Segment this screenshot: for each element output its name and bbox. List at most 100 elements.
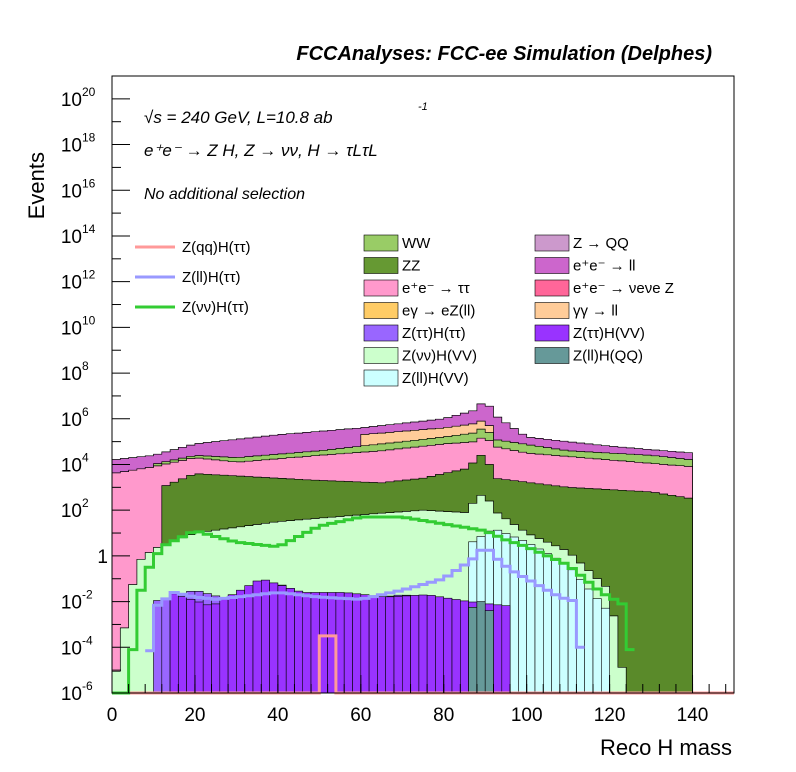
bar-2-bin — [401, 595, 411, 694]
bar-2-bin — [178, 596, 187, 694]
x-tick-label: 60 — [350, 705, 371, 726]
bar-3-bin — [484, 610, 494, 694]
bar-2-bin — [385, 596, 395, 694]
bar-0-bin — [600, 607, 610, 694]
legend-fill-label: γγ → ll — [573, 303, 618, 320]
bar-2-bin — [393, 595, 403, 694]
bar-2-bin — [227, 594, 237, 694]
legend-fill-label: Z(νν)H(VV) — [402, 348, 477, 365]
y-tick-label: 10 — [61, 181, 82, 202]
bar-0-bin — [526, 544, 536, 694]
bar-2-bin — [418, 594, 428, 694]
y-tick-exponent: 20 — [82, 85, 96, 99]
legend-line-label: Z(qq)H(ττ) — [182, 239, 251, 256]
y-tick-exponent: 8 — [82, 359, 89, 373]
y-tick-label: 10 — [61, 638, 82, 659]
bar-0-bin — [542, 553, 552, 694]
y-tick-label: 10 — [61, 136, 82, 157]
x-tick-label: 40 — [267, 705, 288, 726]
legend-fill-label: e⁺e⁻ → ll — [573, 258, 636, 275]
bar-2-bin — [426, 595, 436, 694]
y-tick-label: 10 — [61, 684, 82, 705]
bar-2-bin — [459, 600, 469, 694]
y-tick-exponent: -6 — [82, 679, 93, 693]
y-tick-exponent: 6 — [82, 405, 89, 419]
legend-fill-label: Z → QQ — [573, 235, 629, 252]
bar-2-bin — [368, 595, 378, 694]
legend-fill-label: Z(ττ)H(ττ) — [402, 325, 466, 342]
bar-2-bin — [410, 595, 420, 694]
bar-2-bin — [277, 585, 287, 694]
bar-0-bin — [592, 598, 602, 694]
bar-2-bin — [269, 582, 279, 694]
bar-2-bin — [202, 604, 212, 694]
legend-fill-label: ZZ — [402, 258, 420, 275]
bar-2-bin — [501, 605, 511, 694]
y-tick-label: 10 — [61, 318, 82, 339]
legend-fill-label: e⁺e⁻ → ττ — [402, 280, 470, 297]
bar-0-bin — [584, 588, 594, 694]
legend-fill-label: Z(ll)H(VV) — [402, 370, 469, 387]
y-tick-exponent: 10 — [82, 313, 96, 327]
legend-fill-label: Z(ττ)H(VV) — [573, 325, 645, 342]
y-tick-label: 10 — [61, 227, 82, 248]
legend-fill-label: Z(ll)H(QQ) — [573, 348, 643, 365]
legend-line-label: Z(ll)H(ττ) — [182, 269, 241, 286]
y-tick-label: 10 — [61, 90, 82, 111]
legend-fill-swatch — [534, 302, 570, 319]
bar-2-bin — [360, 594, 370, 694]
legend-fill-swatch — [534, 234, 570, 252]
signal-line-1 — [145, 548, 585, 653]
legend-fill-swatch — [363, 279, 399, 297]
bar-2-bin — [352, 593, 362, 694]
bar-2-bin — [343, 592, 353, 694]
legend-fill-swatch — [534, 257, 570, 274]
bar-2-bin — [493, 604, 503, 694]
legend-fill-swatch — [534, 347, 570, 364]
y-tick-label: 1 — [97, 547, 108, 568]
plot-frame — [111, 75, 735, 694]
x-tick-label: 140 — [677, 705, 709, 726]
bar-3-bin — [476, 601, 486, 694]
bar-2-bin — [236, 589, 245, 694]
legend-line-label: Z(νν)H(ττ) — [182, 299, 249, 316]
bar-2-bin — [211, 603, 221, 694]
y-tick-label: 10 — [61, 410, 82, 431]
bar-0-bin — [518, 540, 528, 694]
bar-2-bin — [294, 590, 304, 694]
y-tick-exponent: 4 — [82, 450, 89, 464]
bar-2-bin — [194, 601, 204, 694]
bar-0-bin — [551, 557, 561, 694]
bar-1-bin — [161, 597, 171, 694]
x-tick-label: 0 — [107, 705, 118, 726]
bar-2-bin — [260, 579, 270, 694]
y-tick-exponent: 16 — [82, 176, 96, 190]
legend: Z(qq)H(ττ) Z(ll)H(ττ) Z(νν)H(ττ) WW Z → QQ ZZ… — [135, 234, 674, 387]
x-tick-label: 120 — [594, 705, 626, 726]
y-tick-label: 10 — [61, 364, 82, 385]
y-tick-label: 10 — [61, 273, 82, 294]
legend-fill-swatch — [363, 257, 399, 274]
bar-2-bin — [435, 596, 444, 694]
selection-annotation: No additional selection — [144, 186, 305, 203]
y-tick-exponent: 18 — [82, 131, 96, 145]
bar-2-bin — [252, 580, 262, 694]
energy-annotation-sup: -1 — [418, 101, 428, 113]
x-axis-title: Reco H mass — [600, 735, 732, 760]
bar-2-bin — [186, 598, 196, 694]
legend-fill-swatch — [534, 324, 570, 342]
legend-fill-swatch — [363, 234, 399, 252]
legend-fill-swatch — [363, 324, 399, 342]
x-tick-label: 80 — [433, 705, 454, 726]
x-tick-label: 20 — [184, 705, 205, 726]
legend-fill-swatch — [363, 302, 399, 319]
bar-2-bin — [285, 587, 295, 694]
signal-line-2 — [112, 515, 635, 695]
y-tick-exponent: -4 — [82, 633, 93, 647]
legend-fill-label: WW — [402, 235, 431, 252]
bar-2-bin — [377, 596, 386, 694]
x-axis: 0 20 40 60 80 100 120 140 — [107, 675, 727, 726]
legend-fill-swatch — [534, 279, 570, 297]
